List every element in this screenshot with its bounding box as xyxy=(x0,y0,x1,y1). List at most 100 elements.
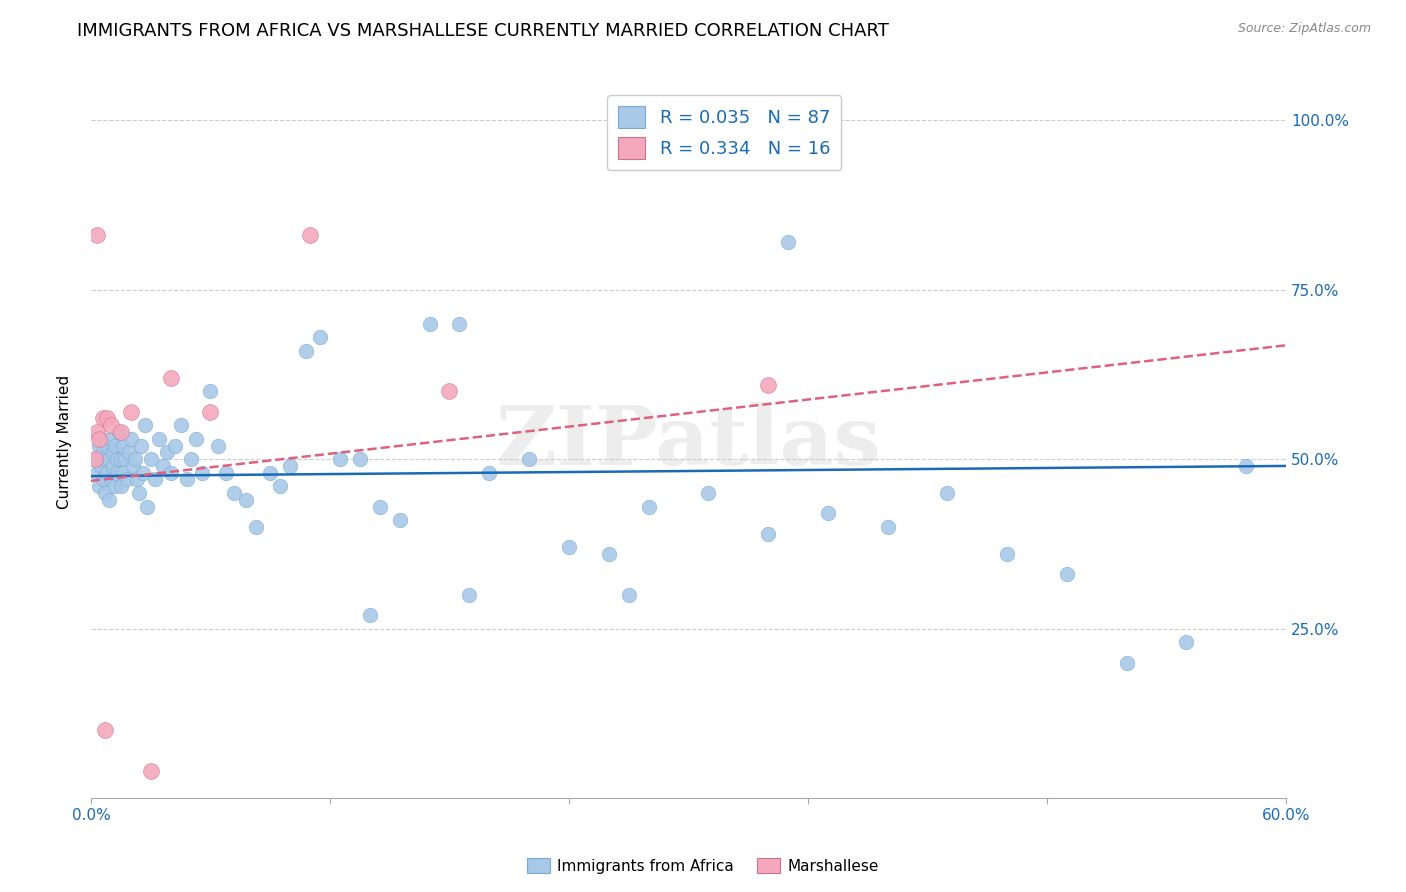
Point xyxy=(97,452,120,467)
Point xyxy=(84,452,107,467)
Point xyxy=(152,458,174,473)
Point xyxy=(200,384,222,399)
Point xyxy=(449,317,471,331)
Point xyxy=(104,439,127,453)
Point xyxy=(100,473,122,487)
Point xyxy=(309,330,332,344)
Point xyxy=(87,439,110,453)
Point xyxy=(235,492,257,507)
Point xyxy=(84,452,107,467)
Point xyxy=(96,411,118,425)
Point xyxy=(124,452,146,467)
Point xyxy=(139,452,162,467)
Point xyxy=(478,466,501,480)
Text: ZIPatlas: ZIPatlas xyxy=(496,402,882,483)
Point xyxy=(90,458,112,473)
Point xyxy=(598,547,620,561)
Point xyxy=(637,500,659,514)
Point xyxy=(1115,656,1137,670)
Point xyxy=(876,520,898,534)
Point xyxy=(110,452,132,467)
Point xyxy=(159,466,181,480)
Point xyxy=(105,452,128,467)
Point xyxy=(995,547,1018,561)
Point xyxy=(278,458,301,473)
Point xyxy=(128,486,150,500)
Point xyxy=(94,452,117,467)
Point xyxy=(125,473,148,487)
Point xyxy=(159,371,181,385)
Point xyxy=(368,500,391,514)
Point xyxy=(143,473,166,487)
Point xyxy=(118,445,141,459)
Point xyxy=(1056,567,1078,582)
Point xyxy=(388,513,411,527)
Point xyxy=(186,432,208,446)
Point xyxy=(156,445,179,459)
Point xyxy=(104,479,127,493)
Point xyxy=(135,500,157,514)
Point xyxy=(517,452,540,467)
Point xyxy=(558,541,581,555)
Point xyxy=(298,228,321,243)
Point xyxy=(101,445,124,459)
Point xyxy=(817,507,839,521)
Point xyxy=(94,723,117,738)
Point xyxy=(200,405,222,419)
Point xyxy=(115,473,138,487)
Point xyxy=(105,466,128,480)
Y-axis label: Currently Married: Currently Married xyxy=(58,376,72,509)
Point xyxy=(121,458,143,473)
Point xyxy=(697,486,720,500)
Point xyxy=(439,384,461,399)
Point xyxy=(86,466,108,480)
Point xyxy=(120,405,142,419)
Point xyxy=(94,486,117,500)
Point xyxy=(756,526,779,541)
Point xyxy=(108,425,131,439)
Point xyxy=(132,466,155,480)
Point xyxy=(87,432,110,446)
Point xyxy=(91,411,114,425)
Point xyxy=(91,445,114,459)
Point xyxy=(148,432,170,446)
Point xyxy=(101,458,124,473)
Point xyxy=(86,425,108,439)
Point xyxy=(176,473,198,487)
Point xyxy=(100,432,122,446)
Point xyxy=(110,425,132,439)
Point xyxy=(111,466,134,480)
Point xyxy=(259,466,281,480)
Legend: Immigrants from Africa, Marshallese: Immigrants from Africa, Marshallese xyxy=(520,852,886,880)
Point xyxy=(776,235,799,250)
Point xyxy=(1175,635,1198,649)
Point xyxy=(96,439,118,453)
Point xyxy=(224,486,246,500)
Point xyxy=(120,432,142,446)
Point xyxy=(91,473,114,487)
Point xyxy=(269,479,291,493)
Point xyxy=(756,377,779,392)
Point xyxy=(458,588,481,602)
Point xyxy=(86,228,108,243)
Legend: R = 0.035   N = 87, R = 0.334   N = 16: R = 0.035 N = 87, R = 0.334 N = 16 xyxy=(607,95,841,170)
Text: Source: ZipAtlas.com: Source: ZipAtlas.com xyxy=(1237,22,1371,36)
Point xyxy=(215,466,238,480)
Point xyxy=(617,588,640,602)
Point xyxy=(111,439,134,453)
Point xyxy=(114,452,136,467)
Point xyxy=(139,764,162,778)
Point xyxy=(359,608,381,623)
Point xyxy=(191,466,214,480)
Point xyxy=(163,439,186,453)
Point xyxy=(110,479,132,493)
Point xyxy=(180,452,202,467)
Point xyxy=(295,343,318,358)
Point xyxy=(349,452,371,467)
Point xyxy=(245,520,267,534)
Point xyxy=(207,439,229,453)
Point xyxy=(418,317,440,331)
Point xyxy=(169,418,191,433)
Point xyxy=(129,439,152,453)
Point xyxy=(329,452,352,467)
